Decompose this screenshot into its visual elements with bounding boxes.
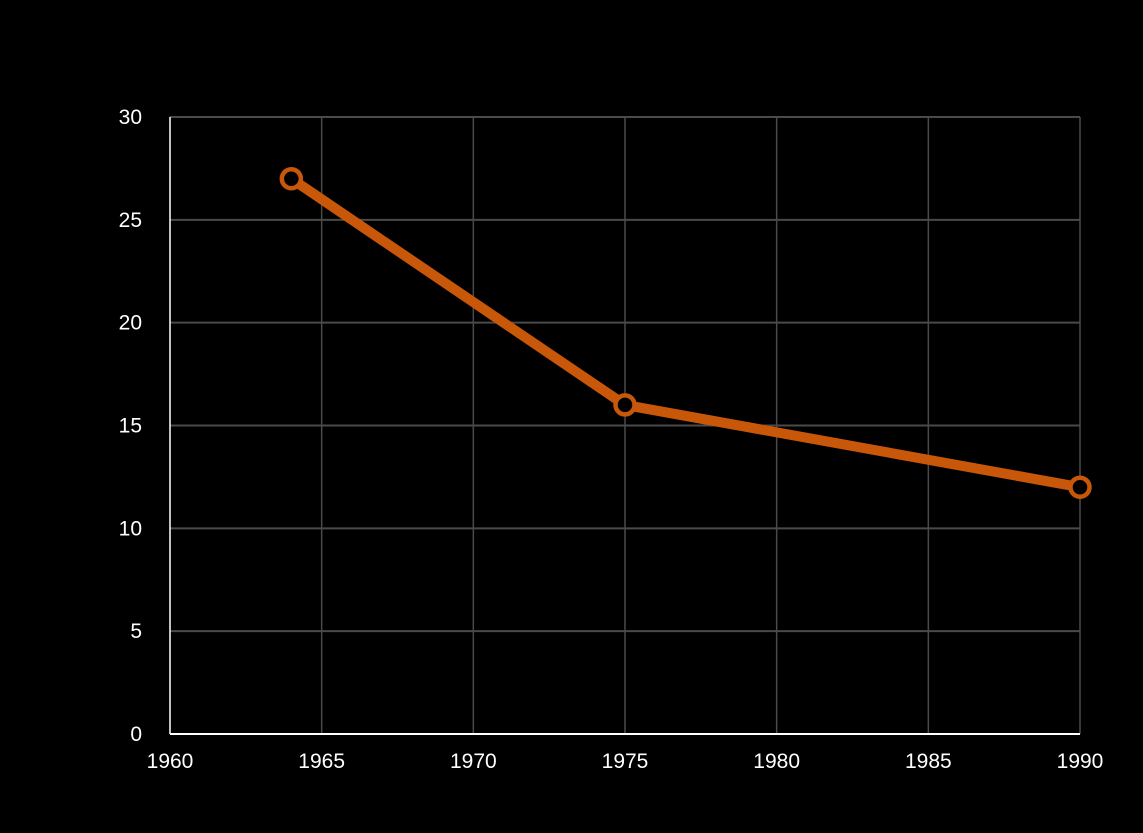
y-tick-label: 15 xyxy=(119,415,142,438)
y-tick-label: 10 xyxy=(119,517,142,540)
x-tick-label: 1980 xyxy=(753,750,800,773)
data-point xyxy=(279,166,304,191)
x-tick-label: 1960 xyxy=(147,750,194,773)
tick-labels: 0 5 10 15 20 25 30 1960 1965 1970 1975 1980 1985 1990 xyxy=(119,106,1104,773)
y-tick-label: 5 xyxy=(130,620,142,643)
data-point xyxy=(1068,475,1092,499)
x-tick-label: 1970 xyxy=(450,750,497,773)
x-tick-label: 1990 xyxy=(1057,750,1104,773)
y-tick-label: 30 xyxy=(119,106,142,129)
x-tick-label: 1975 xyxy=(602,750,649,773)
series-line xyxy=(286,173,1085,493)
y-tick-label: 0 xyxy=(130,723,142,746)
series xyxy=(279,166,1092,499)
x-tick-label: 1965 xyxy=(298,750,345,773)
x-tick-label: 1985 xyxy=(905,750,952,773)
grid-lines xyxy=(170,116,1081,734)
y-tick-label: 20 xyxy=(119,312,142,335)
data-point xyxy=(613,393,637,417)
y-tick-label: 25 xyxy=(119,209,142,232)
axes xyxy=(169,117,1080,735)
